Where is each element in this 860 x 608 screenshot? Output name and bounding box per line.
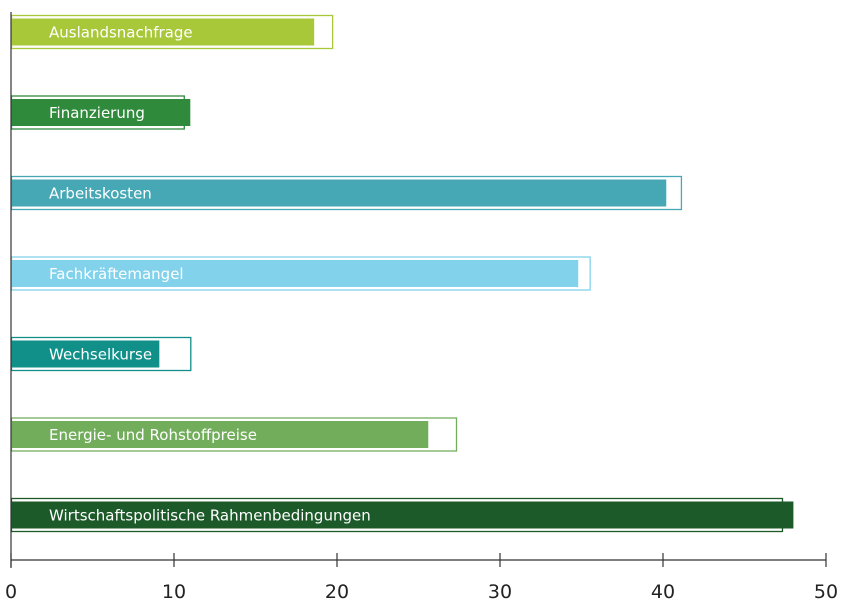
- bar-filled-4: [11, 340, 160, 368]
- bar-filled-1: [11, 99, 191, 126]
- bar-filled-6: [11, 501, 794, 529]
- bar-label-4: Wechselkurse: [49, 346, 152, 364]
- x-tick-label-3: 30: [488, 581, 512, 603]
- bar-label-5: Energie- und Rohstoffpreise: [49, 426, 257, 444]
- x-tick-label-0: 0: [5, 581, 17, 603]
- bar-filled-3: [11, 260, 579, 287]
- bars-layer: Auslandsnachfrage Finanzierung Arbeitskost…: [10, 14, 794, 533]
- x-tick-label-1: 10: [162, 581, 186, 603]
- x-tick-label-5: 50: [814, 581, 838, 603]
- bar-label-6: Wirtschaftspolitische Rahmenbedingungen: [49, 507, 371, 525]
- x-tick-label-2: 20: [325, 581, 349, 603]
- bar-label-2: Arbeitskosten: [49, 185, 152, 203]
- bar-filled-2: [11, 179, 667, 207]
- bar-label-0: Auslandsnachfrage: [49, 24, 193, 42]
- x-axis: 0 10 20 30 40 50: [5, 12, 838, 603]
- bar-filled-0: [11, 18, 315, 46]
- bar-label-3: Fachkräftemangel: [49, 265, 184, 283]
- x-tick-label-4: 40: [651, 581, 675, 603]
- bar-filled-5: [11, 421, 429, 448]
- bar-label-1: Finanzierung: [49, 104, 145, 122]
